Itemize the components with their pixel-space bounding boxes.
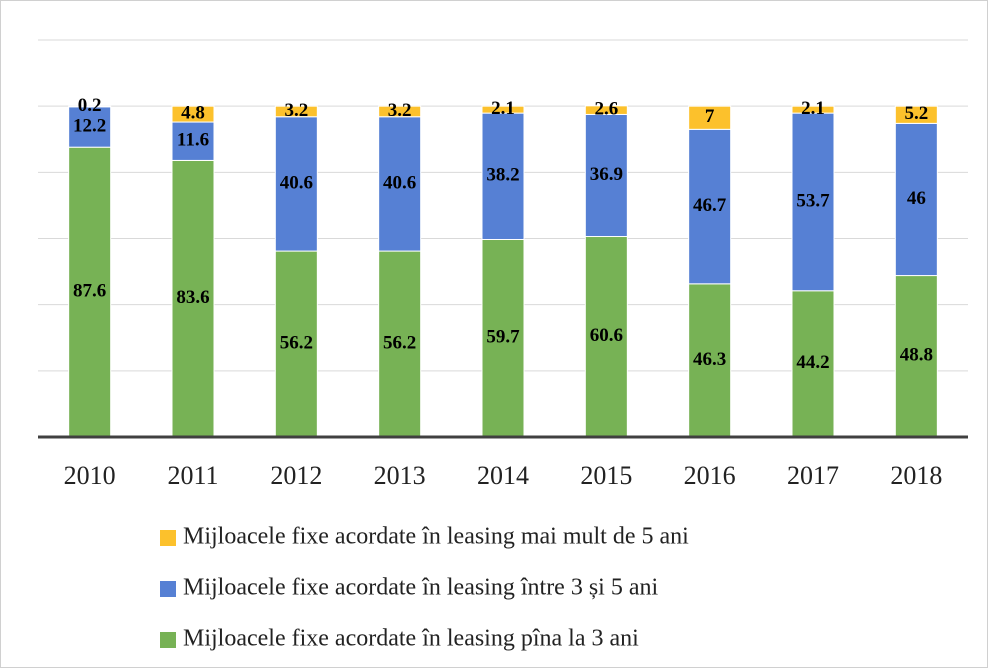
bar-segment bbox=[481, 112, 525, 240]
data-label: 46.7 bbox=[693, 195, 727, 216]
x-tick-label: 2014 bbox=[477, 461, 529, 490]
data-label: 46.3 bbox=[693, 349, 726, 370]
x-tick-label: 2016 bbox=[684, 461, 736, 490]
data-label: 11.6 bbox=[177, 130, 209, 151]
x-tick-label: 2013 bbox=[374, 461, 426, 490]
x-tick-label: 2015 bbox=[580, 461, 632, 490]
legend-swatch bbox=[160, 581, 176, 597]
bar-segment bbox=[894, 122, 938, 277]
x-tick-label: 2018 bbox=[890, 461, 942, 490]
bar-segment bbox=[791, 290, 835, 438]
bar-segment bbox=[688, 283, 732, 438]
data-label: 5.2 bbox=[904, 103, 928, 124]
bar-segment bbox=[481, 105, 525, 114]
data-label: 38.2 bbox=[486, 165, 519, 186]
bar-segment bbox=[378, 250, 422, 438]
data-label: 2.1 bbox=[491, 98, 515, 119]
bar-segment bbox=[68, 106, 112, 148]
data-label: 48.8 bbox=[900, 345, 933, 366]
legend-label: Mijloacele fixe acordate în leasing pîna… bbox=[183, 626, 639, 652]
bar-segment bbox=[171, 159, 215, 438]
bar-segment bbox=[68, 105, 112, 108]
bar-segment bbox=[688, 105, 732, 130]
data-label: 3.2 bbox=[284, 100, 308, 121]
legend-swatch bbox=[160, 530, 176, 546]
data-label: 7 bbox=[705, 106, 715, 127]
legend-label: Mijloacele fixe acordate în leasing mai … bbox=[183, 524, 689, 550]
data-label: 53.7 bbox=[796, 190, 830, 211]
data-label: 3.2 bbox=[388, 100, 412, 121]
data-label: 36.9 bbox=[590, 164, 623, 185]
legend-label: Mijloacele fixe acordate în leasing într… bbox=[183, 575, 658, 601]
bar-segment bbox=[584, 105, 628, 115]
data-label: 83.6 bbox=[176, 287, 209, 308]
bar-segment bbox=[791, 112, 835, 292]
data-label: 2.6 bbox=[594, 98, 618, 119]
data-label: 12.2 bbox=[73, 115, 106, 136]
bar-segment bbox=[688, 128, 732, 285]
data-label: 40.6 bbox=[383, 172, 416, 193]
bar-segment bbox=[378, 105, 422, 118]
bar-segment bbox=[791, 105, 835, 114]
data-label: 87.6 bbox=[73, 280, 106, 301]
bar-segment bbox=[171, 121, 215, 161]
bar-segment bbox=[378, 116, 422, 252]
data-label: 40.6 bbox=[280, 172, 313, 193]
data-label: 44.2 bbox=[796, 352, 829, 373]
legend-swatch bbox=[160, 632, 176, 648]
data-label: 0.2 bbox=[78, 95, 102, 116]
bar-segment bbox=[274, 105, 318, 118]
bar-segment bbox=[274, 250, 318, 438]
bar-segment bbox=[68, 146, 112, 438]
data-label: 4.8 bbox=[181, 102, 205, 123]
x-tick-label: 2017 bbox=[787, 461, 839, 490]
data-label: 2.1 bbox=[801, 98, 825, 119]
x-tick-label: 2010 bbox=[64, 461, 116, 490]
data-label: 60.6 bbox=[590, 325, 623, 346]
data-label: 59.7 bbox=[486, 327, 520, 348]
x-tick-label: 2012 bbox=[270, 461, 322, 490]
bar-segment bbox=[171, 105, 215, 123]
data-label: 56.2 bbox=[383, 332, 416, 353]
x-tick-label: 2011 bbox=[167, 461, 218, 490]
data-label: 56.2 bbox=[280, 332, 313, 353]
data-label: 46 bbox=[907, 188, 926, 209]
bar-segment bbox=[274, 116, 318, 252]
bar-segment bbox=[481, 238, 525, 438]
bar-segment bbox=[894, 105, 938, 124]
